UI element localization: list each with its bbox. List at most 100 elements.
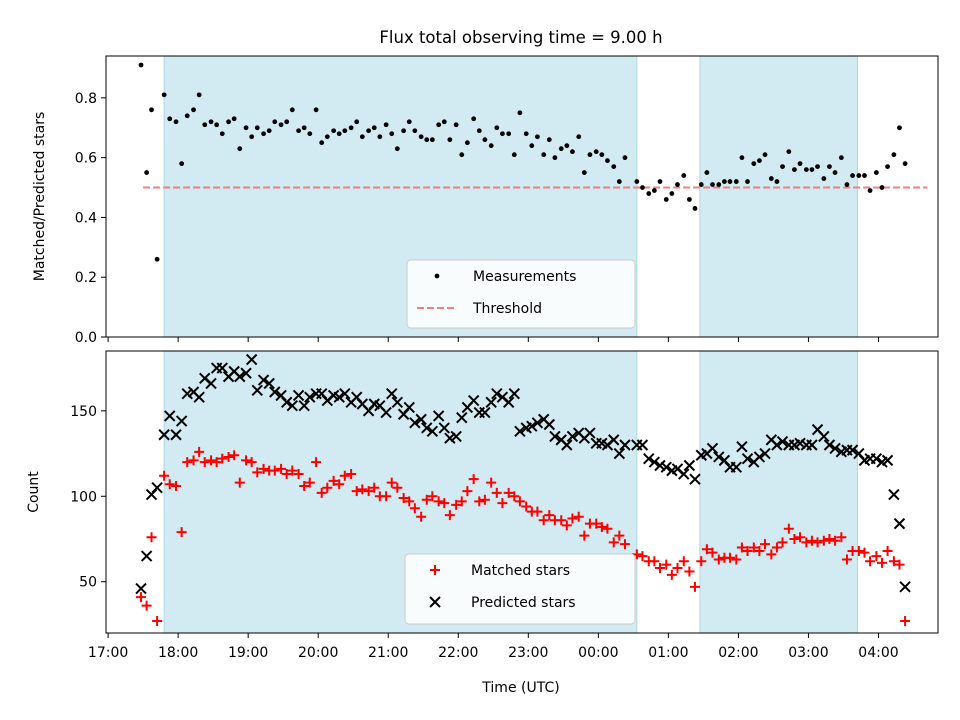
legend-box (404, 553, 636, 625)
data-point (678, 556, 689, 567)
data-point (721, 179, 727, 184)
data-point (450, 430, 462, 443)
data-point (529, 143, 535, 149)
data-point (751, 161, 757, 167)
data-point (733, 179, 739, 184)
data-point (757, 158, 762, 164)
data-point (663, 197, 669, 202)
data-point (636, 439, 649, 451)
data-point (660, 461, 672, 473)
data-point (739, 155, 745, 161)
data-point (409, 417, 421, 429)
data-point (780, 164, 785, 170)
data-point (433, 496, 444, 507)
data-point (902, 161, 908, 167)
data-point (742, 545, 753, 556)
data-point (561, 520, 572, 531)
data-point (713, 554, 724, 565)
axes-frame (105, 350, 939, 634)
data-point (894, 559, 905, 570)
data-point (292, 389, 305, 402)
data-point (336, 131, 342, 137)
data-point (486, 477, 497, 488)
data-point (369, 482, 380, 493)
data-point (710, 182, 715, 187)
data-point (853, 545, 864, 556)
data-point (760, 539, 771, 550)
data-point (237, 146, 243, 152)
data-point (348, 125, 354, 131)
data-point (753, 451, 766, 463)
data-point (821, 176, 827, 181)
data-point (409, 503, 420, 514)
data-point (286, 399, 298, 412)
data-point (485, 396, 497, 408)
data-point (287, 465, 298, 476)
data-point (646, 191, 652, 196)
data-point (815, 164, 820, 170)
x-tick-label: 01:00 (648, 645, 688, 661)
data-point (754, 545, 765, 556)
data-point (844, 182, 850, 187)
data-point (491, 487, 502, 498)
y-axis-title: Count (26, 471, 42, 513)
data-point (830, 535, 841, 546)
data-point (354, 119, 360, 125)
data-point (777, 537, 788, 548)
data-point (269, 386, 281, 398)
data-point (684, 566, 695, 577)
data-point (789, 534, 800, 544)
data-point (867, 188, 873, 193)
data-point (432, 410, 445, 422)
data-point (704, 170, 710, 175)
data-point (324, 134, 330, 140)
data-point (806, 439, 818, 451)
data-point (243, 125, 249, 131)
data-point (564, 143, 570, 149)
data-point (862, 173, 867, 178)
data-point (556, 515, 567, 526)
y-tick-label: 0.0 (75, 330, 97, 346)
y-tick-label: 0.6 (75, 151, 97, 167)
data-point (591, 518, 602, 529)
data-point (421, 422, 433, 434)
data-point (806, 535, 817, 546)
data-point (567, 513, 578, 524)
data-point (783, 523, 794, 534)
data-point (429, 137, 435, 143)
data-point (502, 396, 515, 408)
data-point (167, 116, 173, 122)
data-point (415, 413, 427, 426)
data-point (263, 377, 275, 390)
y-tick-label: 0.2 (75, 270, 97, 286)
data-point (234, 370, 246, 383)
x-tick-label: 23:00 (508, 645, 548, 661)
data-point (759, 447, 771, 460)
data-point (246, 457, 257, 468)
data-point (900, 616, 911, 627)
data-point (818, 430, 830, 443)
data-point (342, 128, 348, 134)
data-point (146, 532, 157, 543)
data-point (538, 515, 549, 526)
plot-area (135, 353, 911, 627)
data-point (258, 463, 269, 474)
data-point (161, 92, 167, 98)
legend-marker (429, 596, 441, 608)
data-point (436, 122, 442, 128)
data-point (456, 411, 468, 424)
count-panel: 50 100 150 17:00 18:00 19:00 20:00 21:00 22:00 23… (26, 350, 939, 661)
data-point (725, 552, 735, 563)
data-point (398, 492, 409, 503)
data-point (514, 425, 526, 438)
data-point (316, 487, 327, 498)
data-point (809, 167, 815, 172)
data-point (281, 469, 292, 480)
data-point (731, 554, 742, 565)
data-point (404, 496, 415, 507)
data-point (873, 170, 879, 175)
data-point (351, 486, 362, 497)
data-point (173, 119, 179, 125)
data-point (171, 481, 182, 492)
data-point (451, 499, 462, 510)
